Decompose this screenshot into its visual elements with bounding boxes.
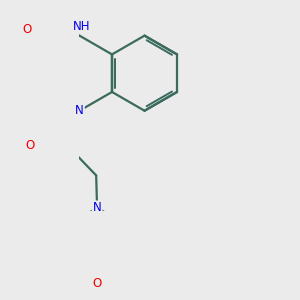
Text: N: N [93, 201, 102, 214]
Text: N: N [75, 104, 84, 117]
Text: O: O [93, 277, 102, 290]
Text: O: O [22, 22, 31, 36]
Text: NH: NH [73, 20, 90, 33]
Text: O: O [26, 139, 34, 152]
